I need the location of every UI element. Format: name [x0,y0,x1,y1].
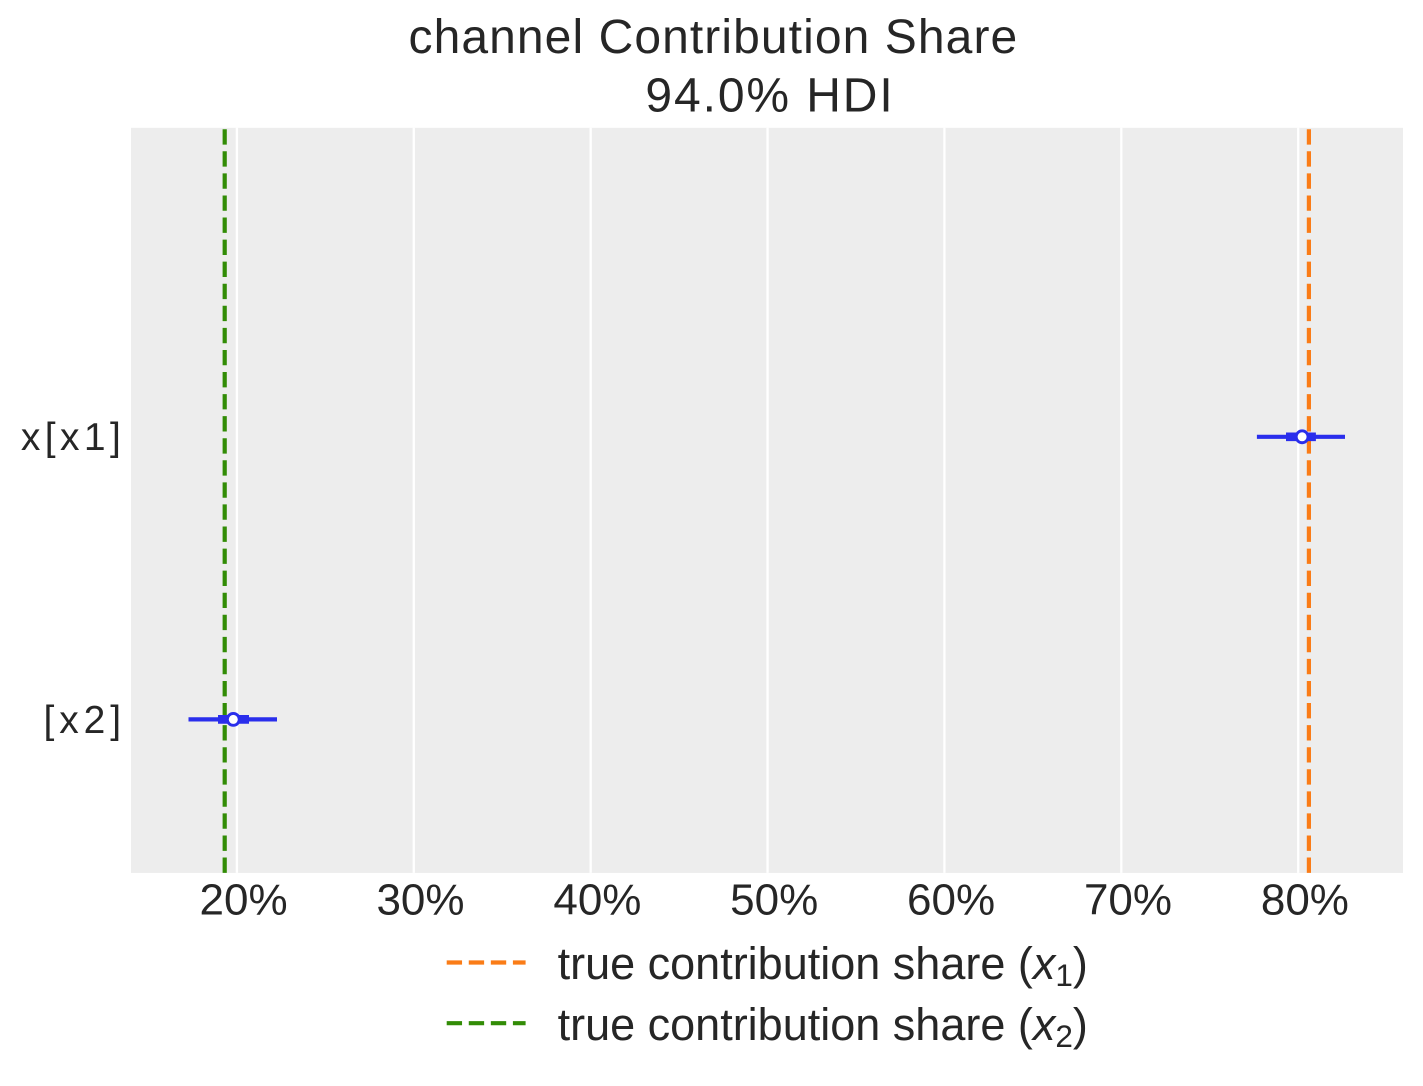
svg-text:30%: 30% [376,875,464,924]
svg-text:50%: 50% [730,875,818,924]
svg-text:20%: 20% [200,875,288,924]
svg-text:40%: 40% [553,875,641,924]
svg-text:[x2]: [x2] [44,699,126,742]
svg-text:channel Contribution Share: channel Contribution Share [408,11,1018,64]
svg-text:true contribution share (x2): true contribution share (x2) [558,999,1088,1054]
svg-text:true contribution share (x1): true contribution share (x1) [558,938,1088,993]
svg-text:60%: 60% [907,875,995,924]
svg-text:x[x1]: x[x1] [21,416,125,459]
svg-text:94.0% HDI: 94.0% HDI [645,69,894,122]
svg-text:70%: 70% [1084,875,1172,924]
svg-text:80%: 80% [1261,875,1349,924]
